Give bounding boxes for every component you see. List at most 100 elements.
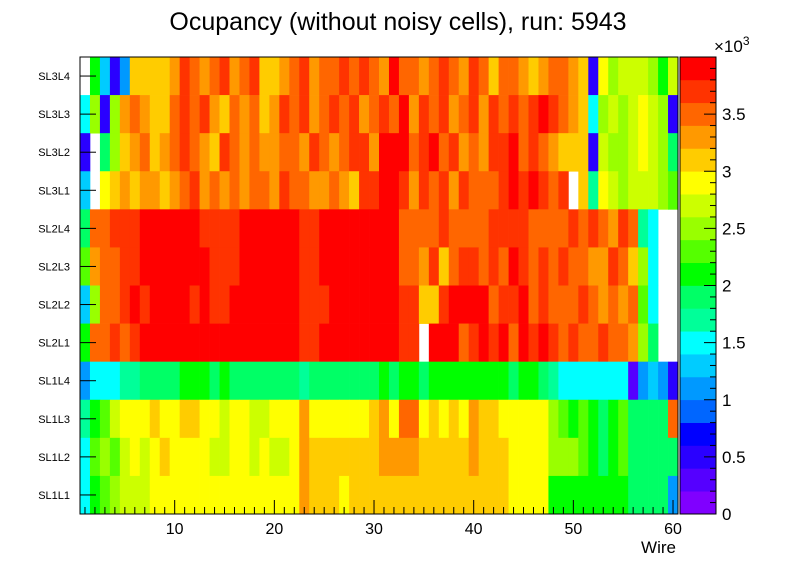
heatmap-cell-SL3L2-wire-37: [438, 133, 450, 172]
heatmap-cell-SL2L1-wire-27: [339, 323, 350, 363]
heatmap-cell-SL3L1-wire-37: [438, 171, 450, 210]
heatmap-cell-SL3L2-wire-33: [398, 133, 410, 172]
heatmap-cell-SL3L3-wire-39: [458, 95, 470, 134]
heatmap-cell-SL3L2-wire-26: [329, 133, 340, 172]
heatmap-cell-SL2L4-wire-14: [209, 209, 220, 248]
heatmap-cell-SL3L1-wire-53: [598, 171, 609, 210]
heatmap-cell-SL3L4-wire-48: [548, 57, 559, 96]
heatmap-cell-SL1L1-wire-4: [109, 475, 121, 515]
heatmap-cell-SL2L2-wire-50: [568, 285, 579, 324]
heatmap-cell-SL1L1-wire-41: [478, 475, 489, 515]
heatmap-cell-SL2L4-wire-37: [438, 209, 450, 248]
heatmap-cell-SL2L3-wire-7: [139, 247, 151, 286]
heatmap-cell-SL1L1-wire-3: [99, 475, 111, 515]
heatmap-cell-SL1L4-wire-35: [418, 361, 430, 401]
heatmap-cell-SL2L2-wire-41: [478, 285, 489, 324]
heatmap-cell-SL3L2-wire-14: [209, 133, 220, 172]
heatmap-cell-SL3L2-wire-7: [139, 133, 151, 172]
heatmap-cell-SL3L3-wire-33: [398, 95, 410, 134]
heatmap-cell-SL3L3-wire-32: [388, 95, 400, 134]
heatmap-cell-SL3L4-wire-45: [518, 57, 529, 96]
heatmap-cell-SL2L3-wire-25: [319, 247, 330, 286]
heatmap-cell-SL2L4-wire-23: [299, 209, 310, 248]
y-tick-label: SL1L2: [38, 452, 70, 464]
heatmap-cell-SL1L4-wire-30: [369, 361, 380, 401]
heatmap-cell-SL2L4-wire-5: [119, 209, 131, 248]
heatmap-cell-SL3L1-wire-16: [229, 171, 240, 210]
heatmap-cell-SL1L2-wire-36: [428, 437, 440, 477]
heatmap-cell-SL2L2-wire-40: [468, 285, 480, 324]
heatmap-cell-SL3L2-wire-58: [648, 133, 659, 172]
heatmap-cell-SL1L4-wire-48: [548, 361, 559, 401]
heatmap-cell-SL2L2-wire-8: [149, 285, 161, 324]
heatmap-cell-SL3L3-wire-34: [408, 95, 420, 134]
heatmap-cell-SL2L2-wire-11: [179, 285, 190, 324]
heatmap-cell-SL3L4-wire-51: [578, 57, 589, 96]
heatmap-cell-SL3L2-wire-43: [498, 133, 509, 172]
heatmap-cell-SL2L3-wire-56: [628, 247, 639, 286]
heatmap-cell-SL3L4-wire-32: [388, 57, 400, 96]
heatmap-cell-SL1L4-wire-49: [558, 361, 569, 401]
heatmap-cell-SL3L1-wire-57: [638, 171, 649, 210]
heatmap-cell-SL2L3-wire-27: [339, 247, 350, 286]
heatmap-cell-SL2L1-wire-50: [568, 323, 579, 363]
heatmap-cell-SL2L3-wire-23: [299, 247, 310, 286]
heatmap-cell-SL3L4-wire-30: [369, 57, 380, 96]
heatmap-cell-SL2L3-wire-24: [309, 247, 320, 286]
heatmap-cell-SL2L4-wire-28: [349, 209, 360, 248]
heatmap-cell-SL1L3-wire-55: [618, 399, 629, 439]
heatmap-cell-SL3L2-wire-31: [379, 133, 390, 172]
color-scale-band: [680, 399, 716, 423]
heatmap-cell-SL2L2-wire-58: [648, 285, 659, 324]
heatmap-cell-SL1L1-wire-8: [149, 475, 161, 515]
heatmap-cell-SL2L4-wire-15: [219, 209, 230, 248]
heatmap-cell-SL1L4-wire-7: [139, 361, 151, 401]
heatmap-cell-SL2L1-wire-9: [159, 323, 171, 363]
heatmap-cell-SL1L2-wire-48: [548, 437, 559, 477]
heatmap-cell-SL1L2-wire-41: [478, 437, 489, 477]
heatmap-cell-SL1L3-wire-12: [189, 399, 200, 439]
x-tick-label: 20: [265, 521, 283, 538]
heatmap-cell-SL1L2-wire-37: [438, 437, 450, 477]
heatmap-cell-SL3L4-wire-10: [169, 57, 181, 96]
heatmap-cell-SL2L3-wire-49: [558, 247, 569, 286]
heatmap-cell-SL3L2-wire-21: [279, 133, 290, 172]
heatmap-cell-SL1L3-wire-10: [169, 399, 181, 439]
heatmap-cell-SL2L4-wire-13: [199, 209, 210, 248]
heatmap-cell-SL3L2-wire-23: [299, 133, 310, 172]
heatmap-cell-SL1L3-wire-30: [369, 399, 380, 439]
heatmap-cell-SL2L3-wire-51: [578, 247, 589, 286]
heatmap-cell-SL2L3-wire-44: [508, 247, 519, 286]
heatmap-cell-SL3L2-wire-49: [558, 133, 569, 172]
color-scale-band: [680, 57, 716, 81]
heatmap-cell-SL2L1-wire-47: [538, 323, 549, 363]
heatmap-cell-SL2L3-wire-45: [518, 247, 529, 286]
heatmap-cell-SL2L2-wire-18: [249, 285, 260, 324]
heatmap-cell-SL3L2-wire-54: [608, 133, 619, 172]
heatmap-cell-SL2L1-wire-58: [648, 323, 659, 363]
heatmap-cell-SL3L2-wire-32: [388, 133, 400, 172]
heatmap-cell-SL1L4-wire-12: [189, 361, 200, 401]
color-scale-band: [680, 376, 716, 401]
heatmap-cell-SL2L4-wire-58: [648, 209, 659, 248]
heatmap-cell-SL3L1-wire-15: [219, 171, 230, 210]
heatmap-cell-SL1L4-wire-25: [319, 361, 330, 401]
heatmap-cell-SL1L1-wire-10: [169, 475, 181, 515]
color-scale-band: [680, 216, 716, 241]
heatmap-cell-SL1L4-wire-58: [648, 361, 659, 401]
heatmap-cell-SL3L1-wire-58: [648, 171, 659, 210]
heatmap-cell-SL1L3-wire-41: [478, 399, 489, 439]
heatmap-cell-SL2L3-wire-14: [209, 247, 220, 286]
heatmap-cell-SL1L3-wire-52: [588, 399, 599, 439]
y-tick-label: SL3L3: [38, 109, 70, 121]
y-tick-label: SL2L4: [38, 223, 70, 235]
heatmap-cell-SL1L3-wire-37: [438, 399, 450, 439]
heatmap-cell-SL3L1-wire-56: [628, 171, 639, 210]
heatmap-cell-SL2L3-wire-39: [458, 247, 470, 286]
heatmap-cell-SL2L4-wire-8: [149, 209, 161, 248]
heatmap-cell-SL1L4-wire-29: [359, 361, 370, 401]
heatmap-cell-SL1L1-wire-11: [179, 475, 190, 515]
heatmap-cell-SL2L2-wire-13: [199, 285, 210, 324]
heatmap-cell-SL2L1-wire-30: [369, 323, 380, 363]
